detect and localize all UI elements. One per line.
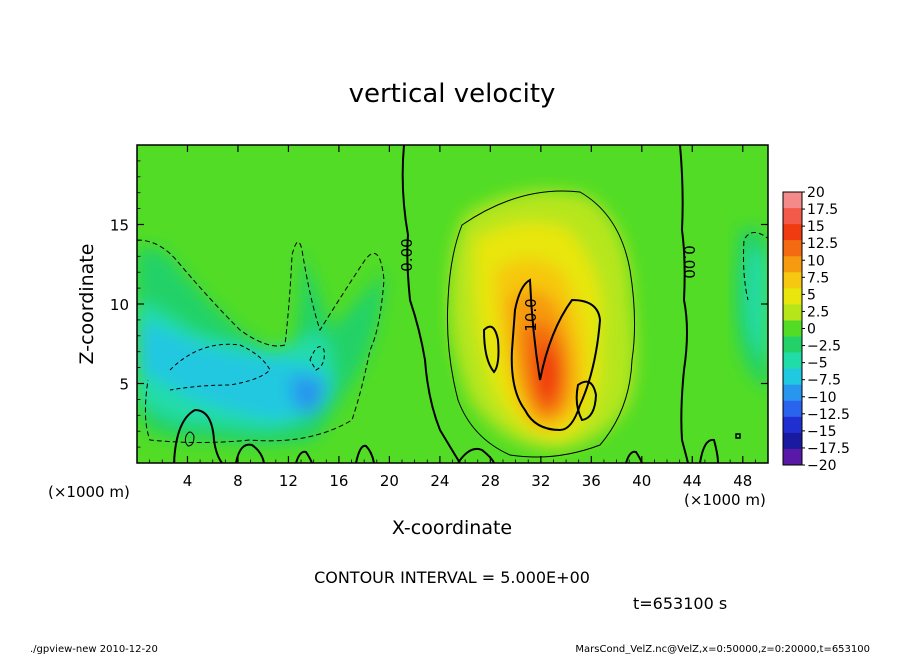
contour-bottom-4 [355,444,375,463]
contour-bottom-3 [295,450,313,463]
x-tick-label-5: 24 [430,472,449,490]
colorbar-label-11: −7.5 [807,373,841,389]
colorbar-swatch-0 [783,192,802,209]
contour-10b [482,325,500,374]
zero-contour-left [401,145,461,463]
x-tick-label-0: 4 [183,472,193,490]
x-tick-label-3: 16 [329,472,348,490]
colorbar-swatch-1 [783,208,802,225]
colorbar-swatch-12 [783,384,802,402]
colorbar-label-13: −12.5 [807,407,850,423]
x-tick-label-6: 28 [481,472,500,490]
colorbar-swatch-16 [783,448,802,466]
colorbar-label-1: 17.5 [807,202,838,218]
colorbar-label-4: 10 [807,253,825,269]
colorbar-label-14: −15 [807,424,837,440]
contour-small-2 [735,433,741,439]
colorbar-swatch-7 [783,304,802,321]
y-tick-label-0: 5 [119,376,129,394]
contour-bottom-7 [699,438,719,463]
colorbar-swatch-2 [783,224,802,241]
chart-title: vertical velocity [349,79,556,109]
footer-right: MarsCond_VelZ.nc@VelZ,x=0:50000,z=0:2000… [575,644,870,654]
colorbar-swatch-3 [783,240,802,257]
y-axis: 5 10 15 [110,144,768,464]
x-tick-label-10: 44 [683,472,702,490]
contour-label-10: 10.0 [522,298,540,331]
contours [137,145,768,463]
contour-neg-wavy [169,343,271,391]
colorbar-label-8: 0 [807,322,816,338]
colorbar-swatch-5 [783,272,802,289]
x-tick-label-4: 20 [380,472,399,490]
x-tick-label-1: 8 [233,472,243,490]
colorbar-swatch-15 [783,432,802,450]
x-tick-label-2: 12 [279,472,298,490]
contour-10 [510,278,602,432]
colorbar-label-10: −5 [807,356,828,372]
colorbar-swatch-9 [783,336,802,353]
colorbar-label-3: 12.5 [807,236,838,252]
colorbar-label-2: 15 [807,219,825,235]
time-label: t=653100 s [633,594,727,613]
contour-5 [446,190,636,458]
colorbar-swatch-4 [783,256,802,273]
downdraft-left [137,247,385,445]
colorbar-swatch-8 [783,320,802,337]
contour-label-0-left: 0.00 [398,238,416,271]
colorbar-label-6: 5 [807,287,816,303]
contour-label-0-right: 0.00 [680,245,698,278]
colorbar-label-16: −20 [807,458,837,474]
contour-interval: CONTOUR INTERVAL = 5.000E+00 [314,568,590,587]
colorbar-label-9: −2.5 [807,339,841,355]
y-axis-label: Z-coordinate [76,244,98,365]
colorbar-swatch-13 [783,400,802,418]
colorbar-label-0: 20 [807,185,825,201]
contour-bottom-1 [173,408,223,463]
y-tick-label-1: 10 [110,296,129,314]
colorbar-label-12: −10 [807,390,837,406]
contour-10c [575,380,598,422]
x-tick-label-7: 32 [531,472,550,490]
colorbar-swatch-10 [783,352,802,369]
contour-neg-small [309,346,325,371]
x-unit-right: (×1000 m) [684,491,766,509]
colorbar-label-7: 2.5 [807,304,829,320]
colorbar-label-15: −17.5 [807,441,850,457]
updraft-core [449,190,636,450]
downdraft-right [734,228,768,390]
colorbar-swatch-6 [783,288,802,305]
contour-bottom-5 [457,447,495,463]
x-axis-label: X-coordinate [392,517,512,539]
colorbar-swatch-14 [783,416,802,434]
zero-contour-right [679,145,689,463]
colorbar-label-5: 7.5 [807,270,829,286]
x-axis: 4 8 12 16 20 24 28 32 36 40 44 48 [136,145,769,490]
plot-area: 0.00 10.0 0.00 [137,145,768,463]
x-tick-label-9: 40 [632,472,651,490]
contour-bottom-2 [235,443,265,463]
contour-neg-right [743,232,768,301]
x-tick-label-8: 36 [582,472,601,490]
x-unit-left: (×1000 m) [48,483,130,501]
footer-left: ./gpview-new 2010-12-20 [30,644,158,654]
x-tick-label-11: 48 [733,472,752,490]
colorbar-swatch-11 [783,368,802,386]
contour-bottom-6 [625,450,643,463]
contour-small-1 [184,431,195,447]
contour-neg-5 [137,239,385,443]
y-tick-label-2: 15 [110,217,129,235]
